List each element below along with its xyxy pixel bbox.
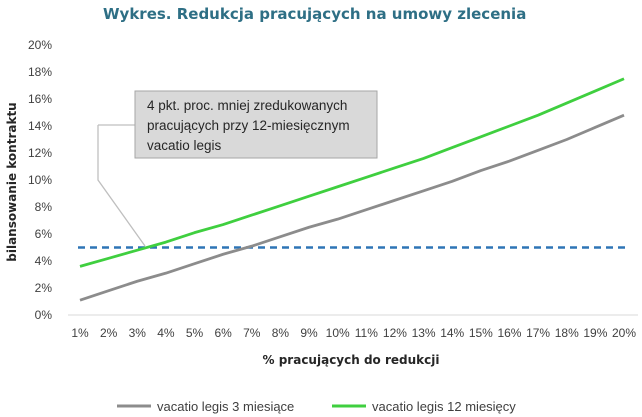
x-axis-label: % pracujących do redukcji [263, 353, 440, 367]
x-tick-label: 13% [412, 326, 436, 340]
x-tick-label: 2% [100, 326, 118, 340]
y-axis-label: bilansowanie kontraktu [5, 102, 19, 261]
y-tick-label: 8% [35, 200, 53, 214]
callout-line-2: pracujących przy 12-miesięcznym [147, 118, 350, 133]
y-tick-label: 12% [28, 146, 52, 160]
series-line [79, 113, 625, 302]
x-tick-label: 8% [272, 326, 290, 340]
legend-label-12-months: vacatio legis 12 miesięcy [372, 399, 516, 414]
legend: vacatio legis 3 miesiące vacatio legis 1… [117, 399, 516, 414]
x-tick-label: 15% [469, 326, 493, 340]
callout-leader-line [97, 125, 146, 247]
chart-title: Wykres. Redukcja pracujących na umowy zl… [103, 5, 526, 23]
callout-box [134, 90, 378, 159]
series-layer [78, 77, 626, 302]
callout-line-3: vacatio legis [147, 138, 222, 153]
x-tick-label: 9% [300, 326, 318, 340]
x-tick-label: 12% [383, 326, 407, 340]
x-tick-label: 19% [583, 326, 607, 340]
x-tick-label: 6% [214, 326, 232, 340]
series-line [79, 77, 625, 268]
x-tick-label: 4% [157, 326, 175, 340]
x-tick-label: 11% [355, 326, 378, 340]
x-tick-label: 10% [326, 326, 350, 340]
y-tick-label: 2% [35, 281, 53, 295]
y-tick-label: 14% [28, 119, 52, 133]
y-tick-label: 20% [28, 38, 52, 52]
x-tick-label: 16% [497, 326, 521, 340]
y-tick-label: 10% [28, 173, 52, 187]
x-tick-label: 14% [440, 326, 464, 340]
x-tick-label: 5% [186, 326, 204, 340]
x-tick-label: 20% [612, 326, 636, 340]
x-tick-label: 1% [71, 326, 89, 340]
x-tick-label: 7% [243, 326, 261, 340]
callout-text: 4 pkt. proc. mniej zredukowanych pracują… [147, 98, 353, 153]
legend-label-3-months: vacatio legis 3 miesiące [157, 399, 294, 414]
x-tick-label: 3% [129, 326, 147, 340]
x-tick-label: 18% [555, 326, 579, 340]
y-tick-label: 16% [28, 92, 52, 106]
y-tick-labels: 0% 2% 4% 6% 8% 10% 12% 14% 16% 18% 20% [28, 38, 52, 322]
x-tick-labels: 1% 2% 3% 4% 5% 6% 7% 8% 9% 10% 11% 12% 13% 14% 15% 16% 1… [71, 326, 636, 340]
callout-line-1: 4 pkt. proc. mniej zredukowanych [147, 98, 347, 113]
y-tick-label: 0% [35, 308, 53, 322]
y-tick-label: 4% [35, 254, 53, 268]
y-tick-label: 18% [28, 65, 52, 79]
x-tick-label: 17% [526, 326, 550, 340]
y-tick-label: 6% [35, 227, 53, 241]
